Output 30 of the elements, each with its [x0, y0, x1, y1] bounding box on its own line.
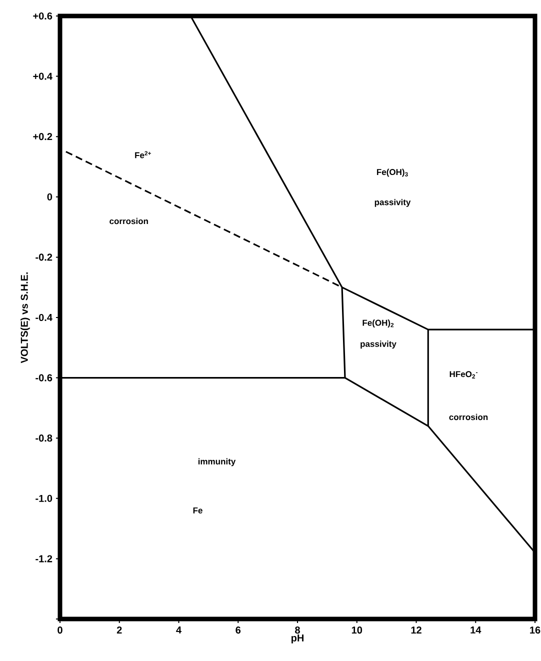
x-tick-label: 16 [530, 626, 540, 634]
y-tick-label: -1.2 [36, 555, 52, 562]
y-tick-label: 0 [47, 193, 52, 200]
x-tick-label: 8 [295, 626, 300, 634]
y-tick-label: +0.6 [33, 12, 52, 20]
x-tick-label: 4 [176, 626, 182, 634]
x-tick-label: 14 [470, 626, 482, 634]
y-tick-label: -0.6 [36, 374, 52, 382]
annotation: Fe(OH)$_{2}$ [362, 320, 394, 328]
annotation: corrosion [449, 414, 488, 420]
annotation: passivity [374, 198, 411, 207]
y-tick-label: -1.0 [36, 494, 52, 502]
x-tick-label: 2 [116, 626, 122, 634]
x-axis-title: pH [291, 634, 304, 644]
y-tick-label: +0.4 [33, 72, 52, 80]
x-tick-label: 0 [58, 626, 62, 634]
annotation: Fe(OH)$_{3}$ [376, 168, 408, 177]
annotation: Fe [193, 507, 202, 514]
y-axis-title: VOLTS(E) vs S.H.E. [20, 272, 30, 364]
annotation: immunity [198, 458, 236, 466]
y-tick-label: +0.2 [33, 133, 52, 140]
x-tick-label: 10 [352, 626, 362, 634]
y-tick-label: -0.8 [36, 434, 52, 442]
x-tick-label: 6 [236, 626, 241, 634]
x-tick-label: 12 [411, 626, 422, 634]
y-tick-label: -0.2 [36, 254, 52, 261]
y-tick-label: -0.4 [36, 314, 52, 322]
annotation: corrosion [110, 218, 148, 224]
annotation: Fe$^{2+}$ [135, 151, 151, 158]
annotation: passivity [360, 340, 396, 349]
